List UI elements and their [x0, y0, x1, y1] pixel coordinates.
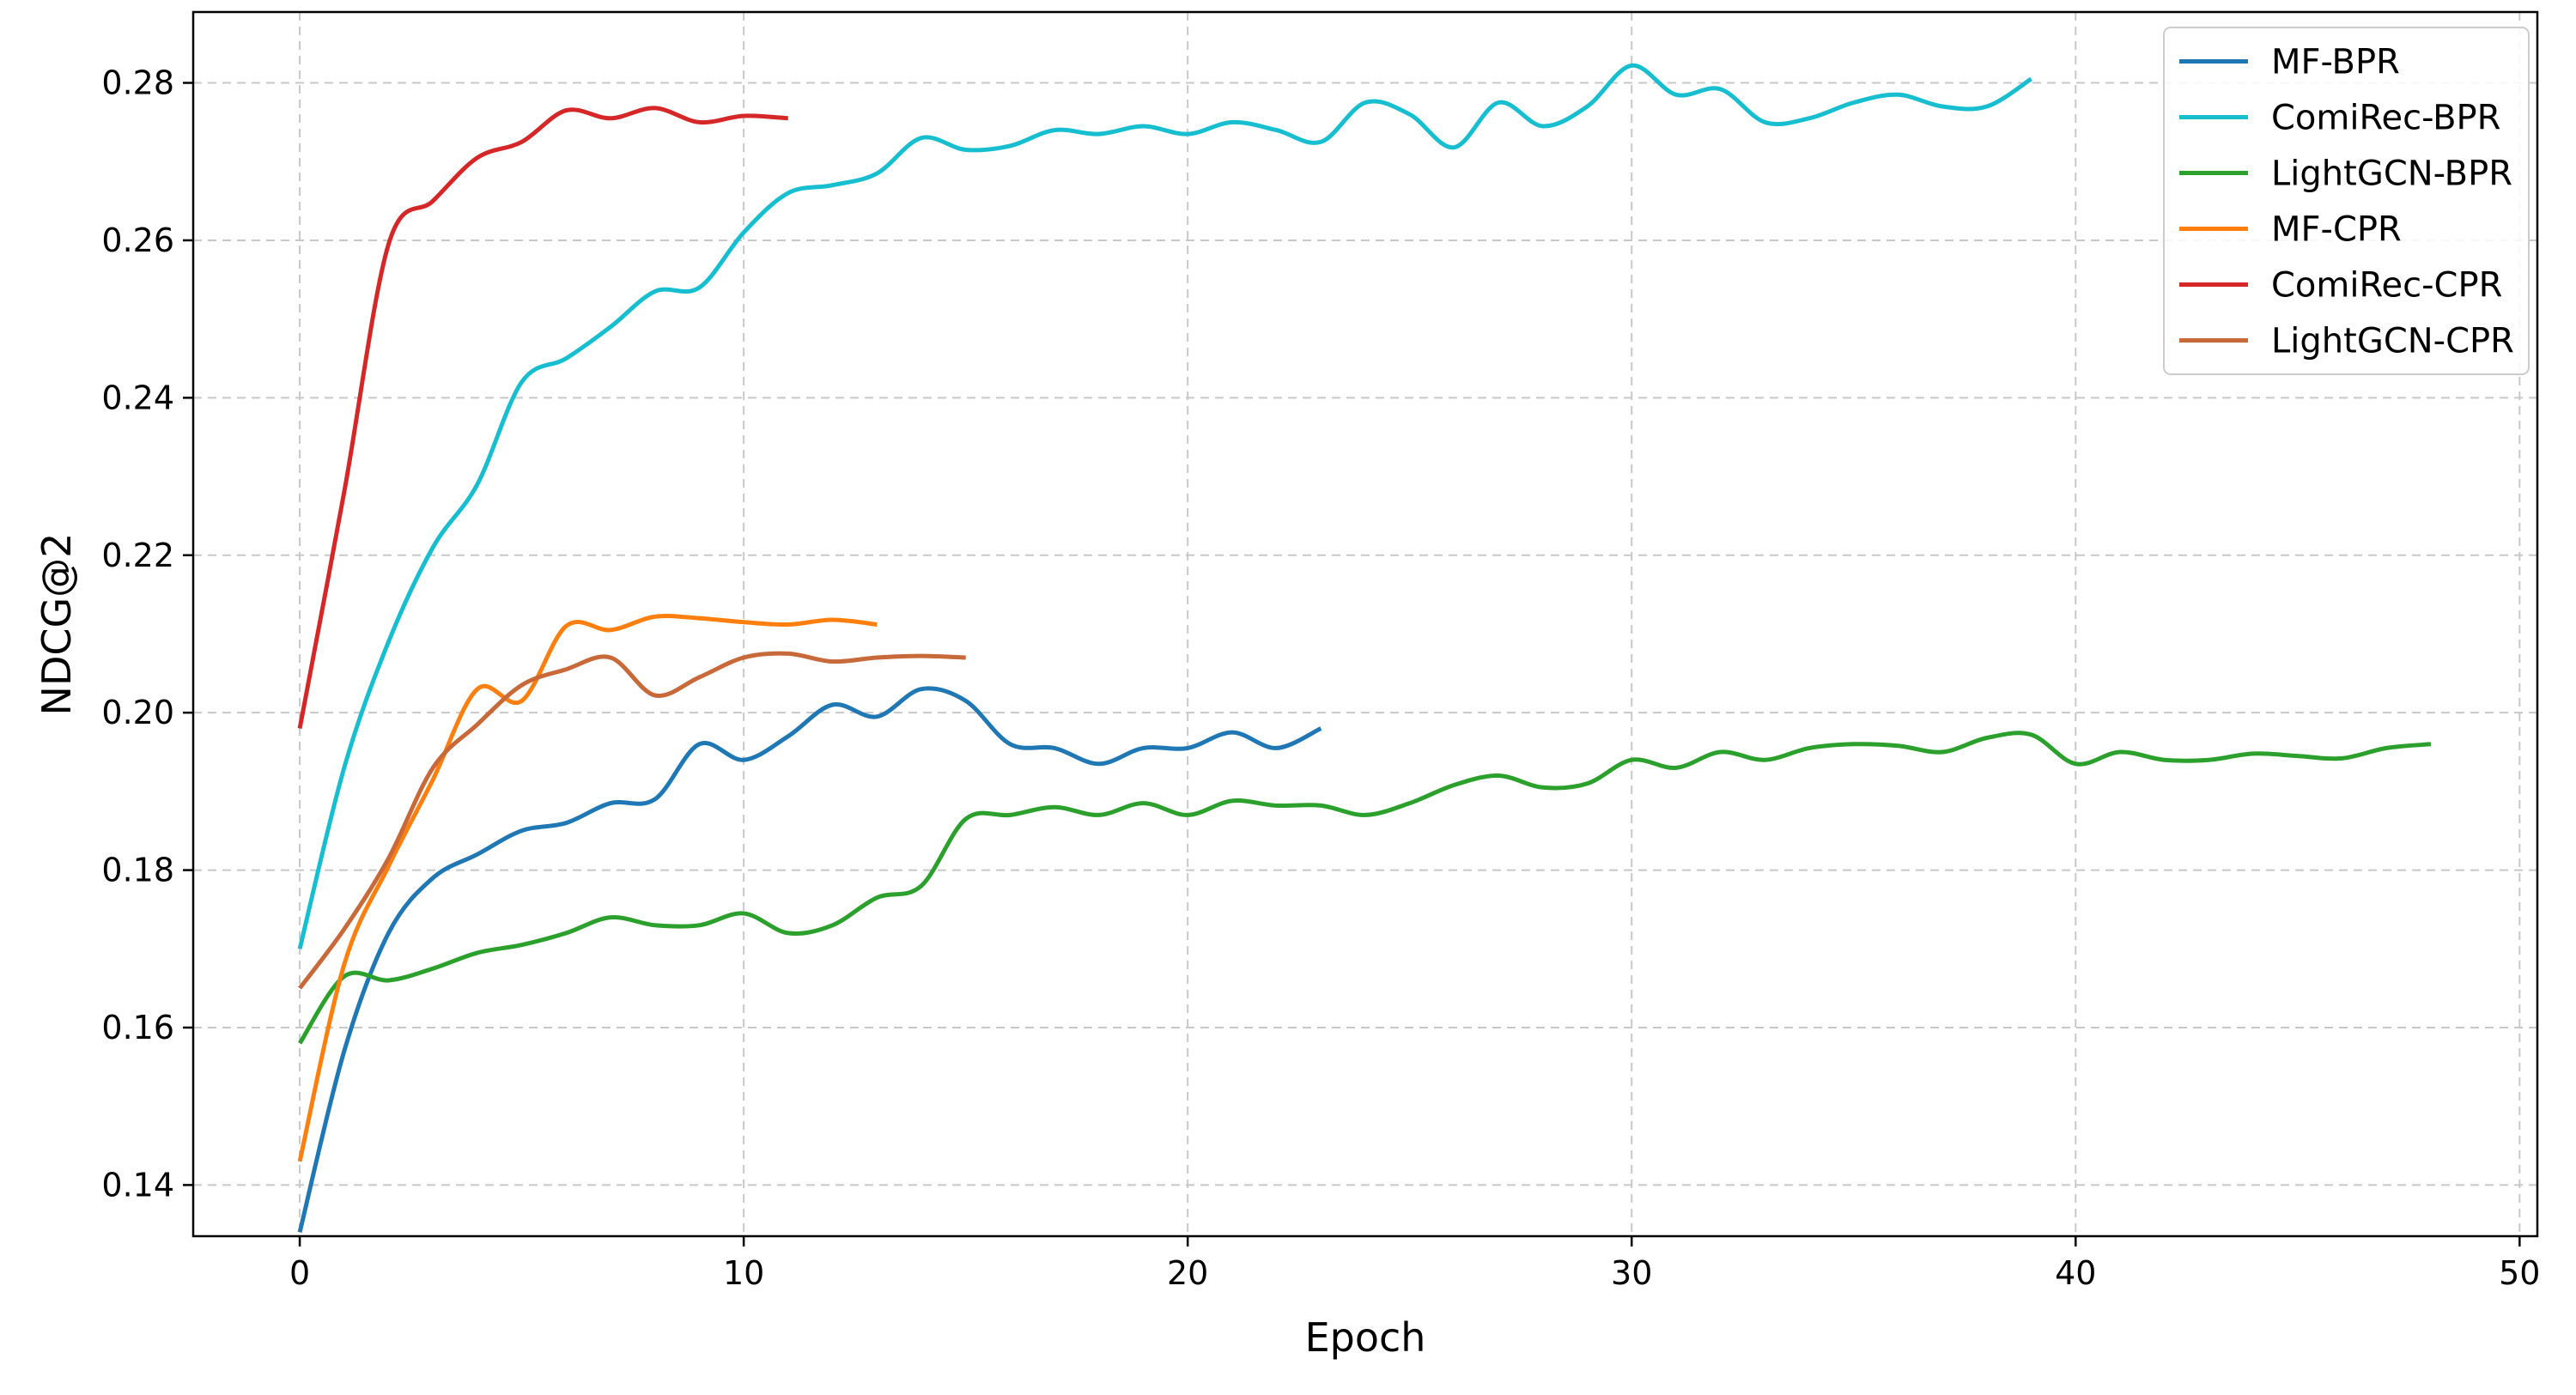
legend-label-mf-cpr: MF-CPR — [2271, 210, 2402, 250]
x-tick-label: 30 — [1611, 1254, 1652, 1292]
y-tick-label: 0.18 — [101, 852, 174, 889]
y-tick-label: 0.24 — [101, 379, 174, 416]
series-line-mf-bpr — [297, 686, 1322, 1233]
y-tick-label: 0.20 — [101, 694, 174, 731]
y-axis-title: NDCG@2 — [33, 533, 80, 716]
series-line-comirec-bpr — [297, 63, 2032, 949]
legend-label-comirec-cpr: ComiRec-CPR — [2271, 266, 2502, 306]
y-tick-label: 0.14 — [101, 1166, 174, 1204]
plot-frame — [191, 10, 2539, 1238]
series-line-lightgcn-cpr — [298, 651, 966, 990]
x-tick-label: 0 — [289, 1254, 310, 1292]
series-lines — [297, 63, 2432, 1233]
legend-label-lightgcn-cpr: LightGCN-CPR — [2271, 322, 2514, 361]
x-tick-label: 10 — [723, 1254, 764, 1292]
y-tick-label: 0.28 — [101, 64, 174, 102]
x-tick-label: 40 — [2055, 1254, 2096, 1292]
series-line-comirec-cpr — [297, 106, 788, 729]
y-tick-label: 0.26 — [101, 221, 174, 259]
x-axis-title: Epoch — [1305, 1314, 1426, 1361]
legend-label-comirec-bpr: ComiRec-BPR — [2271, 99, 2500, 138]
grid-lines — [193, 12, 2537, 1236]
y-tick-label: 0.16 — [101, 1009, 174, 1046]
x-tick-label: 20 — [1167, 1254, 1208, 1292]
series-line-mf-cpr — [297, 613, 878, 1162]
legend-label-lightgcn-bpr: LightGCN-BPR — [2271, 155, 2512, 194]
legend: MF-BPR ComiRec-BPR LightGCN-BPR MF-CPR ComiR… — [2163, 27, 2530, 375]
series-line-lightgcn-bpr — [297, 731, 2432, 1045]
legend-box — [2163, 27, 2530, 375]
legend-label-mf-bpr: MF-BPR — [2271, 43, 2400, 82]
axis-ticks: 0 10 20 30 40 50 0.14 0.16 0.18 0.20 0.22 0.24 0.26 0… — [101, 64, 2540, 1292]
y-tick-label: 0.22 — [101, 537, 174, 574]
x-tick-label: 50 — [2499, 1254, 2540, 1292]
